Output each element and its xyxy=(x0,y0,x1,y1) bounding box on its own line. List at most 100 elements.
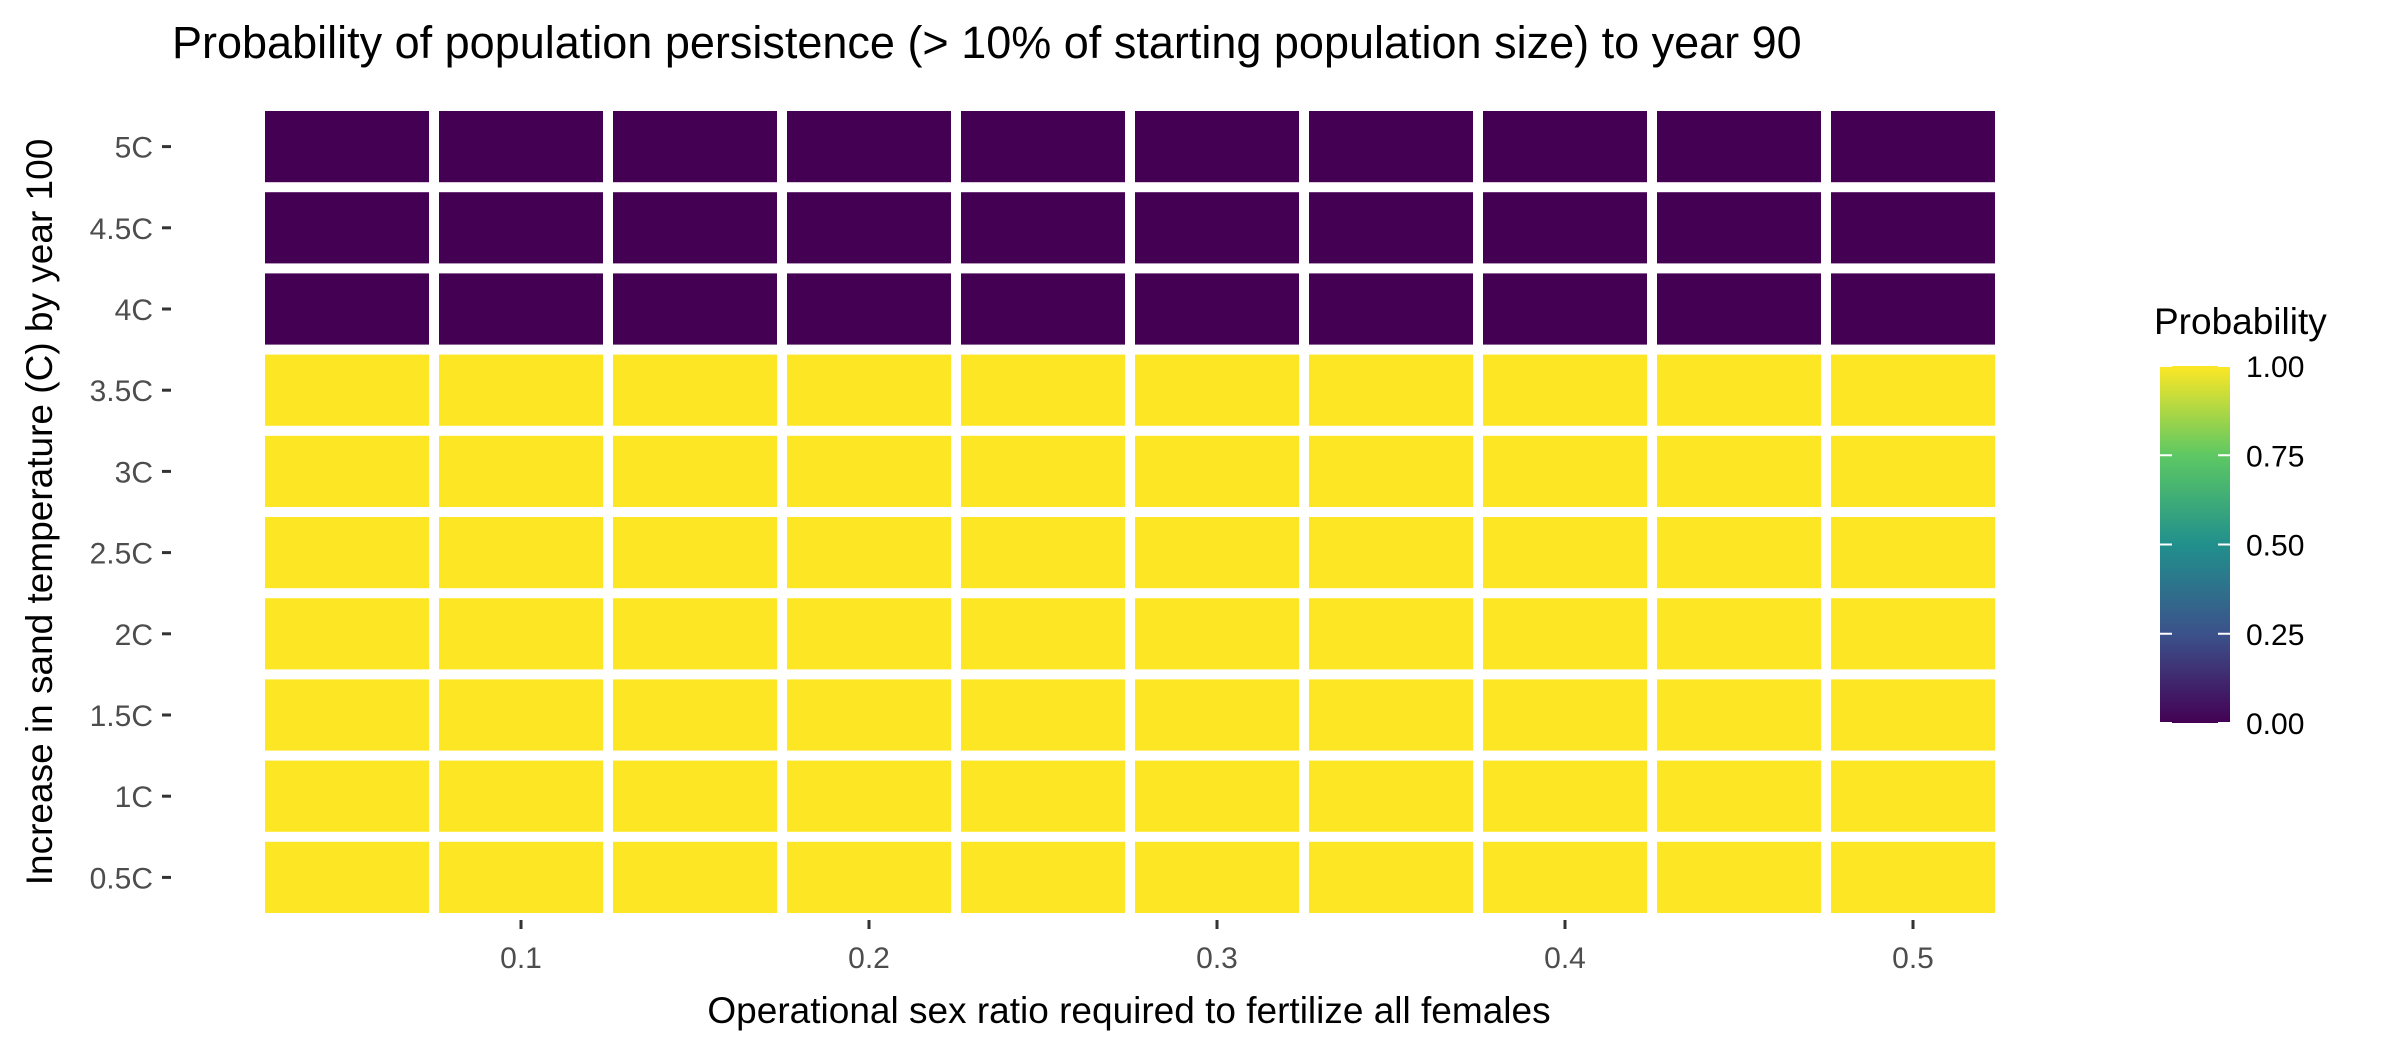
heatmap-cell xyxy=(787,679,951,751)
heatmap-cell xyxy=(1657,192,1821,264)
heatmap-cell xyxy=(613,517,777,589)
heatmap-cell xyxy=(1309,273,1473,345)
heatmap-cell xyxy=(1135,841,1299,913)
heatmap-cell xyxy=(961,517,1125,589)
heatmap-cell xyxy=(613,435,777,507)
heatmap-cell xyxy=(1657,435,1821,507)
heatmap-cell xyxy=(1657,111,1821,183)
heatmap-cell xyxy=(1309,354,1473,426)
heatmap-cell xyxy=(961,841,1125,913)
y-axis: 0.5C 1C 1.5C 2C 2.5C 3C 3.5C 4C 4.5C 5C xyxy=(90,132,171,895)
x-axis-title: Operational sex ratio required to fertil… xyxy=(707,990,1550,1031)
heatmap-cell xyxy=(1657,679,1821,751)
heatmap-cell xyxy=(265,192,429,264)
y-tick-label: 1.5C xyxy=(90,700,153,733)
heatmap-cell xyxy=(439,273,603,345)
y-tick-label: 2.5C xyxy=(90,538,153,571)
heatmap-cell xyxy=(265,760,429,832)
x-axis: 0.1 0.2 0.3 0.4 0.5 xyxy=(500,920,1934,975)
heatmap-cell xyxy=(265,273,429,345)
legend: Probability 0.00 0.25 0.50 0.75 1.00 xyxy=(2154,301,2327,741)
heatmap-cell xyxy=(1483,598,1647,670)
heatmap-cell xyxy=(1483,760,1647,832)
heatmap-cell xyxy=(265,841,429,913)
heatmap-cell xyxy=(1831,760,1995,832)
heatmap-cell xyxy=(961,273,1125,345)
heatmap-cell xyxy=(613,679,777,751)
heatmap-cell xyxy=(1135,679,1299,751)
legend-title: Probability xyxy=(2154,301,2327,342)
heatmap-cell xyxy=(1309,598,1473,670)
heatmap-cell xyxy=(265,517,429,589)
heatmap-cell xyxy=(439,679,603,751)
chart-title: Probability of population persistence (>… xyxy=(172,17,1802,68)
heatmap-cell xyxy=(1831,111,1995,183)
heatmap-cell xyxy=(439,111,603,183)
legend-tick-label: 0.75 xyxy=(2246,440,2304,473)
heatmap-cell xyxy=(439,354,603,426)
x-tick-label: 0.5 xyxy=(1892,942,1934,975)
heatmap-cell xyxy=(961,354,1125,426)
heatmap-cell xyxy=(439,841,603,913)
heatmap-cell xyxy=(1831,841,1995,913)
heatmap-cell xyxy=(961,192,1125,264)
heatmap-cell xyxy=(1135,111,1299,183)
y-tick-label: 5C xyxy=(115,132,153,165)
heatmap-cell xyxy=(1831,435,1995,507)
y-axis-title: Increase in sand temperature (C) by year… xyxy=(19,139,60,886)
heatmap-cell xyxy=(787,841,951,913)
x-tick-label: 0.3 xyxy=(1196,942,1238,975)
heatmap-cell xyxy=(787,273,951,345)
heatmap-cells xyxy=(265,111,1995,913)
heatmap-cell xyxy=(1309,841,1473,913)
heatmap-cell xyxy=(961,760,1125,832)
heatmap-cell xyxy=(1483,354,1647,426)
heatmap-cell xyxy=(1483,679,1647,751)
heatmap-cell xyxy=(1483,517,1647,589)
heatmap-cell xyxy=(1309,111,1473,183)
heatmap-cell xyxy=(787,111,951,183)
heatmap-cell xyxy=(1135,273,1299,345)
heatmap-cell xyxy=(787,435,951,507)
legend-tick-label: 1.00 xyxy=(2246,351,2304,384)
y-tick-label: 0.5C xyxy=(90,862,153,895)
y-tick-label: 4.5C xyxy=(90,213,153,246)
heatmap-cell xyxy=(439,192,603,264)
heatmap-cell xyxy=(265,598,429,670)
heatmap-cell xyxy=(439,517,603,589)
legend-tick-label: 0.50 xyxy=(2246,530,2304,563)
heatmap-cell xyxy=(1483,435,1647,507)
heatmap-cell xyxy=(439,435,603,507)
heatmap-cell xyxy=(787,598,951,670)
heatmap-cell xyxy=(1831,517,1995,589)
heatmap-cell xyxy=(1657,841,1821,913)
heatmap-cell xyxy=(1831,679,1995,751)
legend-tick-label: 0.00 xyxy=(2246,708,2304,741)
heatmap-cell xyxy=(1309,435,1473,507)
y-tick-label: 4C xyxy=(115,294,153,327)
heatmap-cell xyxy=(613,354,777,426)
heatmap-cell xyxy=(1135,354,1299,426)
heatmap-cell xyxy=(1831,192,1995,264)
heatmap-cell xyxy=(1483,111,1647,183)
heatmap-cell xyxy=(787,760,951,832)
heatmap-cell xyxy=(1135,760,1299,832)
heatmap-cell xyxy=(613,841,777,913)
heatmap-cell xyxy=(961,435,1125,507)
heatmap-cell xyxy=(265,354,429,426)
heatmap-cell xyxy=(1657,517,1821,589)
y-tick-label: 3C xyxy=(115,456,153,489)
y-tick-label: 3.5C xyxy=(90,375,153,408)
heatmap-cell xyxy=(265,679,429,751)
x-tick-label: 0.4 xyxy=(1544,942,1586,975)
heatmap-cell xyxy=(1135,517,1299,589)
heatmap-cell xyxy=(613,598,777,670)
y-tick-label: 2C xyxy=(115,619,153,652)
heatmap-cell xyxy=(613,111,777,183)
heatmap-cell xyxy=(1657,273,1821,345)
heatmap-cell xyxy=(1309,679,1473,751)
heatmap-cell xyxy=(1483,841,1647,913)
heatmap-cell xyxy=(1309,760,1473,832)
